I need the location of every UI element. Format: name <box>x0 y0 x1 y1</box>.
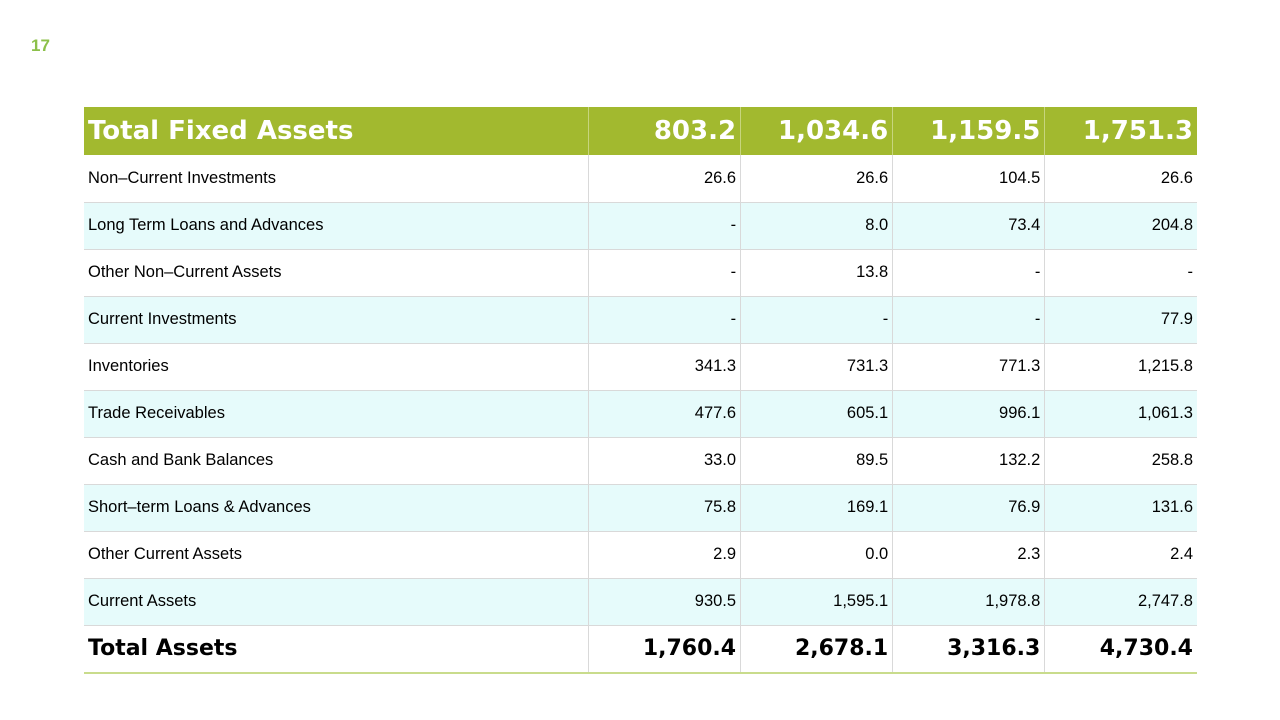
header-row: Total Fixed Assets 803.2 1,034.6 1,159.5… <box>84 107 1197 155</box>
row-value: 2.3 <box>892 531 1045 579</box>
row-label: Long Term Loans and Advances <box>84 202 589 250</box>
total-value: 2,678.1 <box>740 625 893 674</box>
row-value: 26.6 <box>740 155 893 203</box>
row-value: 2.4 <box>1044 531 1197 579</box>
table-row: Current Assets 930.5 1,595.1 1,978.8 2,747.8 <box>84 578 1197 626</box>
row-value: - <box>1044 249 1197 297</box>
row-value: 2.9 <box>587 531 741 579</box>
total-value: 3,316.3 <box>892 625 1045 674</box>
row-value: 13.8 <box>740 249 893 297</box>
row-value: 73.4 <box>892 202 1045 250</box>
row-label: Trade Receivables <box>84 390 589 438</box>
table-row: Other Current Assets 2.9 0.0 2.3 2.4 <box>84 531 1197 579</box>
row-value: 76.9 <box>892 484 1045 532</box>
header-label: Total Fixed Assets <box>84 107 589 155</box>
row-value: 341.3 <box>587 343 741 391</box>
table-body: Total Fixed Assets 803.2 1,034.6 1,159.5… <box>84 107 1197 674</box>
row-value: 26.6 <box>1044 155 1197 203</box>
row-label: Other Non–Current Assets <box>84 249 589 297</box>
row-value: 75.8 <box>587 484 741 532</box>
table-row: Trade Receivables 477.6 605.1 996.1 1,061.3 <box>84 390 1197 438</box>
row-value: - <box>892 296 1045 344</box>
row-label: Other Current Assets <box>84 531 589 579</box>
row-label: Cash and Bank Balances <box>84 437 589 485</box>
row-value: 1,215.8 <box>1044 343 1197 391</box>
row-value: 131.6 <box>1044 484 1197 532</box>
balance-sheet-table: Total Fixed Assets 803.2 1,034.6 1,159.5… <box>84 107 1197 674</box>
header-value: 1,751.3 <box>1044 107 1197 155</box>
row-label: Non–Current Investments <box>84 155 589 203</box>
row-value: 930.5 <box>587 578 741 626</box>
row-value: 477.6 <box>587 390 741 438</box>
row-value: 204.8 <box>1044 202 1197 250</box>
table-row: Long Term Loans and Advances -8.0 73.4 204.… <box>84 202 1197 250</box>
total-value: 1,760.4 <box>587 625 741 674</box>
row-value: 1,595.1 <box>740 578 893 626</box>
row-value: 0.0 <box>740 531 893 579</box>
row-value: 731.3 <box>740 343 893 391</box>
row-value: 258.8 <box>1044 437 1197 485</box>
row-label: Inventories <box>84 343 589 391</box>
row-value: 1,978.8 <box>892 578 1045 626</box>
table-row: Other Non–Current Assets -13.8- - <box>84 249 1197 297</box>
row-label: Current Assets <box>84 578 589 626</box>
row-value: - <box>587 296 741 344</box>
row-value: 996.1 <box>892 390 1045 438</box>
row-value: 1,061.3 <box>1044 390 1197 438</box>
table-row: Cash and Bank Balances 33.0 89.5 132.2 258.8 <box>84 437 1197 485</box>
row-label: Short–term Loans & Advances <box>84 484 589 532</box>
row-value: 8.0 <box>740 202 893 250</box>
table-row: Non–Current Investments 26.6 26.6 104.5 26.6 <box>84 155 1197 203</box>
header-value: 803.2 <box>587 107 741 155</box>
total-value: 4,730.4 <box>1044 625 1197 674</box>
row-value: 605.1 <box>740 390 893 438</box>
row-label: Current Investments <box>84 296 589 344</box>
total-row: Total Assets 1,760.4 2,678.1 3,316.3 4,730.4 <box>84 625 1197 674</box>
table-row: Inventories 341.3 731.3 771.3 1,215.8 <box>84 343 1197 391</box>
row-value: - <box>892 249 1045 297</box>
row-value: - <box>587 249 741 297</box>
page-number: 17 <box>31 36 50 55</box>
total-label: Total Assets <box>84 625 589 674</box>
header-value: 1,034.6 <box>740 107 893 155</box>
row-value: 89.5 <box>740 437 893 485</box>
row-value: 132.2 <box>892 437 1045 485</box>
row-value: - <box>587 202 741 250</box>
row-value: 169.1 <box>740 484 893 532</box>
row-value: 104.5 <box>892 155 1045 203</box>
header-value: 1,159.5 <box>892 107 1045 155</box>
table-row: Current Investments - - -77.9 <box>84 296 1197 344</box>
table-row: Short–term Loans & Advances 75.8 169.1 76.9… <box>84 484 1197 532</box>
row-value: 26.6 <box>587 155 741 203</box>
row-value: 33.0 <box>587 437 741 485</box>
row-value: - <box>740 296 893 344</box>
row-value: 2,747.8 <box>1044 578 1197 626</box>
row-value: 77.9 <box>1044 296 1197 344</box>
row-value: 771.3 <box>892 343 1045 391</box>
